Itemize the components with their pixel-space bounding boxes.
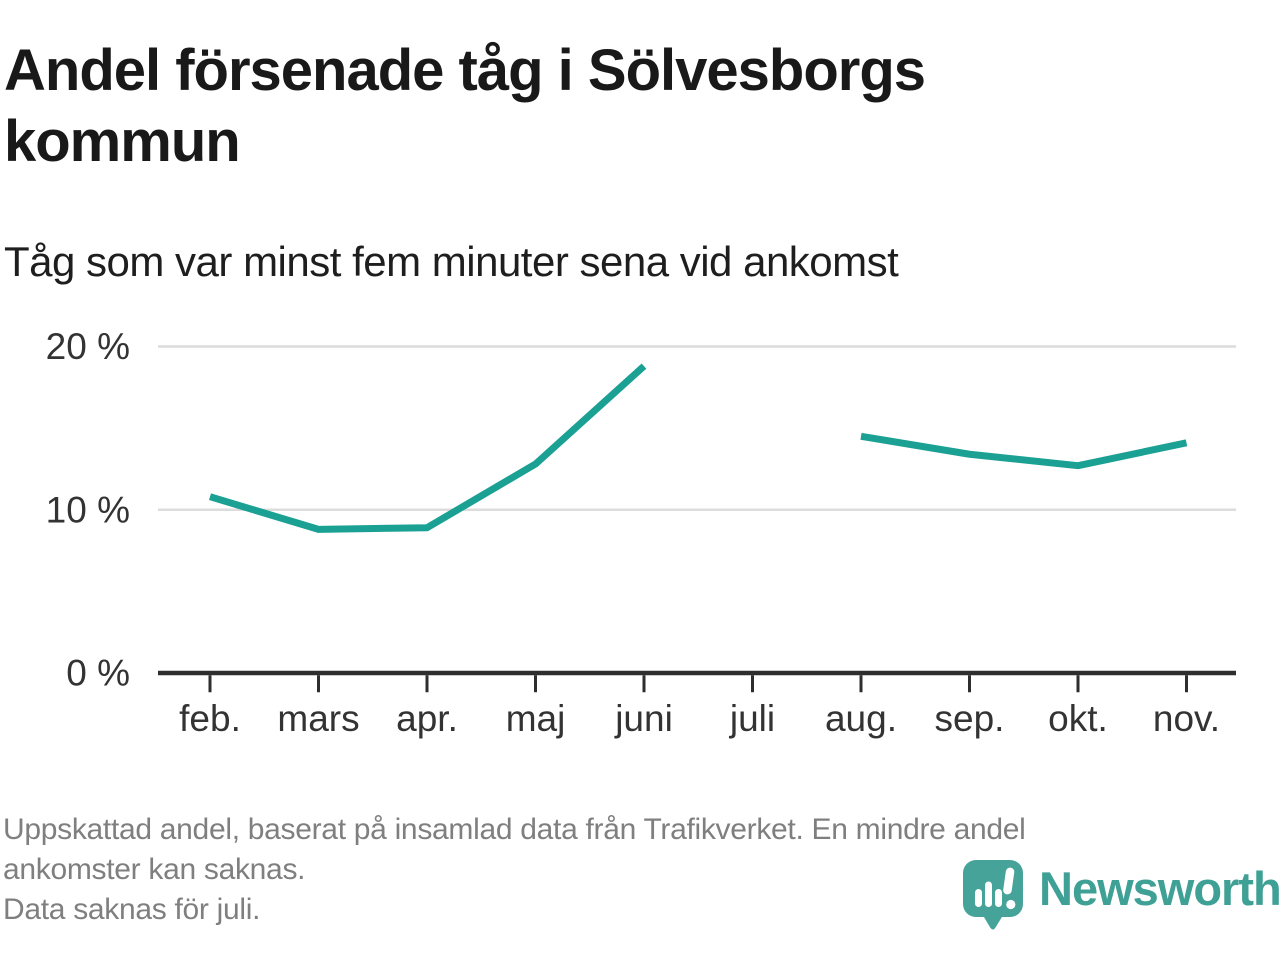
source-note: Uppskattad andel, baserat på insamlad da… xyxy=(3,810,1026,930)
x-axis-tick-label: nov. xyxy=(1153,698,1220,739)
source-note-line: Data saknas för juli. xyxy=(3,893,261,926)
newsworthy-logo: Newsworthy xyxy=(960,858,1280,934)
x-axis-tick-label: okt. xyxy=(1048,698,1108,739)
y-axis-tick-label: 10 % xyxy=(46,489,130,530)
x-axis-tick-label: apr. xyxy=(396,698,458,739)
x-axis-tick-label: sep. xyxy=(935,698,1005,739)
data-line xyxy=(860,432,1188,470)
y-axis-tick-label: 20 % xyxy=(46,326,130,367)
newsworthy-wordmark: Newsworthy xyxy=(1039,862,1280,915)
source-note-line: ankomster kan saknas. xyxy=(3,853,306,886)
x-axis-tick-label: mars xyxy=(277,698,359,739)
x-axis-tick-label: juli xyxy=(729,698,775,739)
chart-subtitle: Tåg som var minst fem minuter sena vid a… xyxy=(4,238,899,285)
page-title: Andel försenade tåg i Sölvesborgs kommun xyxy=(4,38,926,174)
x-axis-tick-label: aug. xyxy=(825,698,897,739)
source-note-line: Uppskattad andel, baserat på insamlad da… xyxy=(3,813,1026,846)
y-axis-tick-label: 0 % xyxy=(66,653,130,694)
x-axis-tick-label: feb. xyxy=(179,698,241,739)
newsworthy-logo-icon xyxy=(963,860,1023,930)
x-axis-tick-label: maj xyxy=(506,698,566,739)
x-axis-tick-label: juni xyxy=(614,698,673,739)
data-line xyxy=(208,363,647,533)
